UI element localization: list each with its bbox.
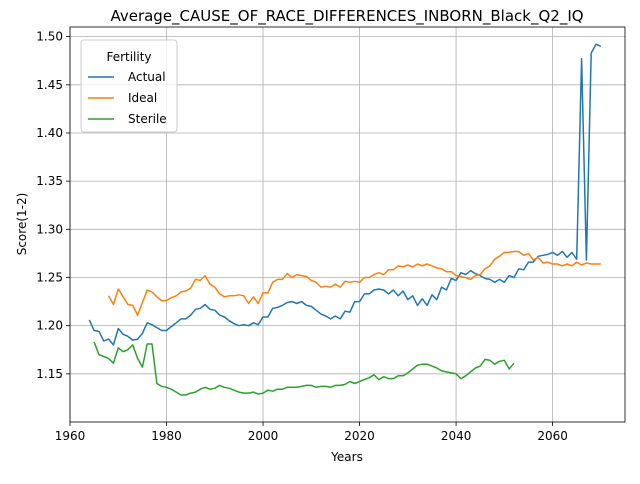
- legend-label-ideal: Ideal: [128, 91, 157, 105]
- legend-box: [80, 39, 178, 133]
- x-tick-label: 2060: [537, 429, 568, 443]
- y-tick-label: 1.40: [36, 126, 63, 140]
- x-tick-label: 1960: [55, 429, 86, 443]
- series-line-actual: [88, 43, 602, 346]
- y-tick-label: 1.35: [36, 174, 63, 188]
- axis-ticks: 1960 1980 2000 2020 2040 2060 1.15 1.20 1.25 1.30…: [36, 30, 568, 443]
- y-tick-label: 1.25: [36, 270, 63, 284]
- series-lines: [88, 43, 602, 396]
- legend-label-sterile: Sterile: [128, 112, 167, 126]
- y-tick-label: 1.30: [36, 222, 63, 236]
- grid: [69, 27, 625, 422]
- series-line-ideal: [107, 250, 601, 316]
- y-tick-label: 1.50: [36, 30, 63, 44]
- plot-frame: [69, 26, 626, 423]
- x-tick-label: 1980: [151, 429, 182, 443]
- y-tick-label: 1.15: [36, 367, 63, 381]
- y-tick-label: 1.45: [36, 78, 63, 92]
- x-tick-label: 2020: [344, 429, 375, 443]
- y-tick-label: 1.20: [36, 319, 63, 333]
- x-tick-label: 2040: [441, 429, 472, 443]
- y-axis-label: Score(1-2): [15, 193, 29, 256]
- legend: Fertility Actual Ideal Sterile: [80, 39, 178, 133]
- legend-title: Fertility: [106, 50, 151, 64]
- chart-title: Average_CAUSE_OF_RACE_DIFFERENCES_INBORN…: [110, 7, 583, 26]
- x-tick-label: 2000: [248, 429, 279, 443]
- series-line-sterile: [93, 341, 515, 396]
- x-axis-label: Years: [330, 450, 363, 464]
- legend-label-actual: Actual: [128, 70, 166, 84]
